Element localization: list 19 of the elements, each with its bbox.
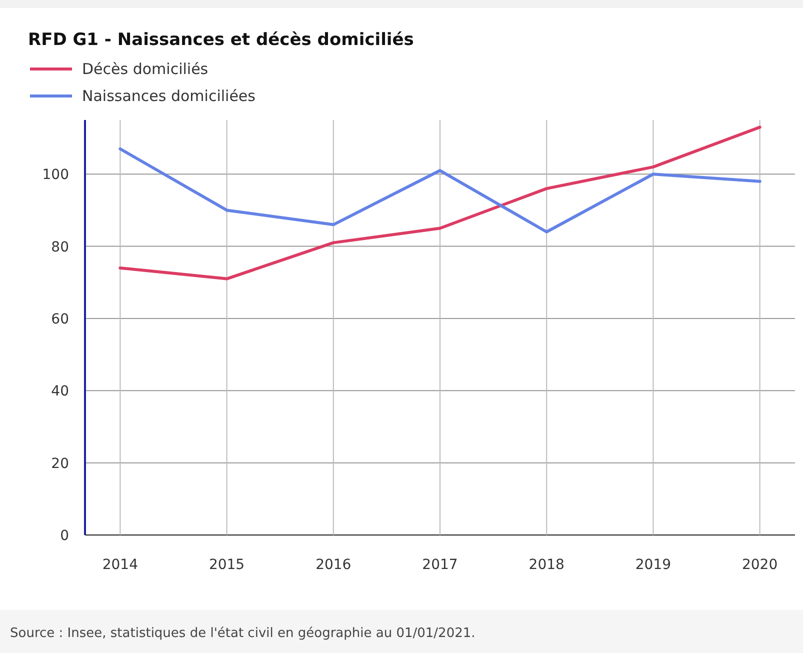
line-series bbox=[118, 147, 762, 234]
x-tick-label: 2016 bbox=[316, 557, 352, 573]
y-tick-label: 100 bbox=[42, 167, 69, 184]
x-tick-label: 2015 bbox=[208, 557, 245, 573]
source-note: Source : Insee, statistiques de l'état civil en géographie au 01/01/2021. bbox=[10, 626, 476, 641]
y-tick-label: 60 bbox=[51, 311, 69, 328]
chart-title: RFD G1 - Naissances et décès domiciliés bbox=[28, 30, 414, 50]
x-tick-label: 2020 bbox=[742, 557, 778, 573]
y-tick-label: 40 bbox=[51, 384, 69, 400]
line-series bbox=[118, 126, 762, 280]
legend-label: Naissances domiciliées bbox=[82, 87, 256, 105]
x-tick-label: 2019 bbox=[635, 557, 672, 573]
x-tick-label: 2014 bbox=[102, 557, 138, 573]
y-tick-label: 80 bbox=[51, 239, 69, 256]
y-tick-label: 0 bbox=[60, 528, 69, 544]
legend-label: Décès domiciliés bbox=[82, 60, 208, 78]
x-tick-label: 2017 bbox=[422, 557, 458, 573]
y-tick-label: 20 bbox=[51, 456, 69, 472]
x-tick-label: 2018 bbox=[528, 557, 564, 573]
